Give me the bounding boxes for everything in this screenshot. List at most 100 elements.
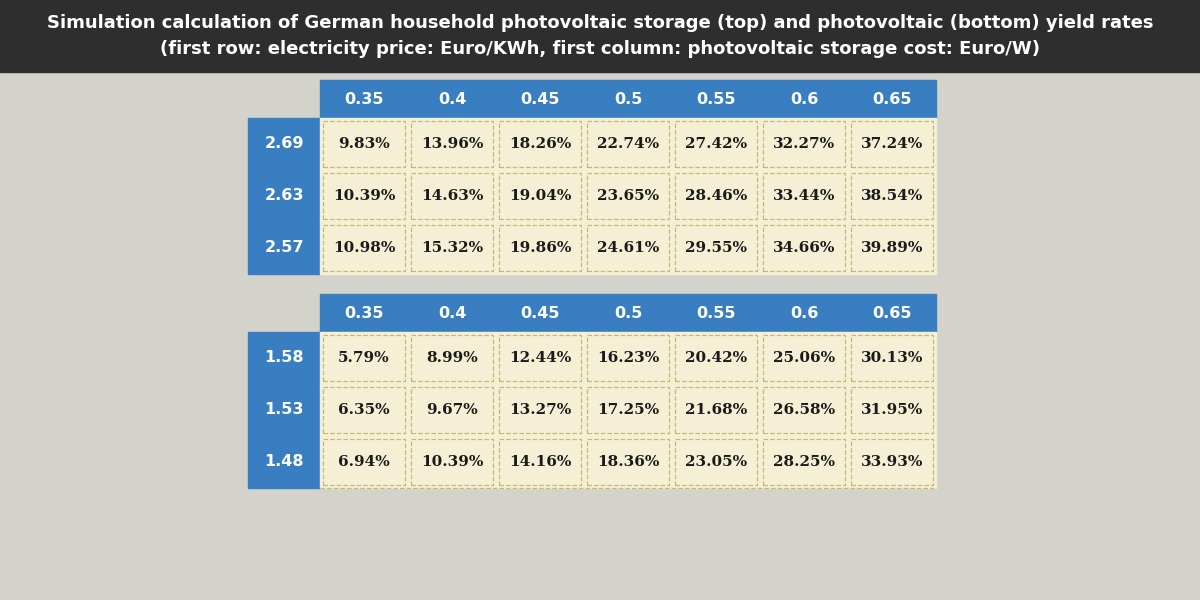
Text: 10.39%: 10.39% xyxy=(332,189,395,203)
Bar xyxy=(499,387,581,433)
Text: 0.55: 0.55 xyxy=(696,91,736,107)
Text: 18.26%: 18.26% xyxy=(509,137,571,151)
Text: 15.32%: 15.32% xyxy=(421,241,484,255)
Bar xyxy=(320,80,936,118)
Bar xyxy=(848,436,936,488)
Text: 0.6: 0.6 xyxy=(790,91,818,107)
Text: Simulation calculation of German household photovoltaic storage (top) and photov: Simulation calculation of German househo… xyxy=(47,14,1153,32)
Bar xyxy=(320,294,936,332)
Text: 8.99%: 8.99% xyxy=(426,351,478,365)
Bar xyxy=(584,222,672,274)
Text: 37.24%: 37.24% xyxy=(860,137,923,151)
Bar xyxy=(763,225,845,271)
Text: 0.35: 0.35 xyxy=(344,91,384,107)
Bar xyxy=(763,121,845,167)
Text: 2.63: 2.63 xyxy=(264,188,304,203)
Bar xyxy=(323,121,406,167)
Bar xyxy=(763,439,845,485)
Bar xyxy=(674,387,757,433)
Bar xyxy=(410,173,493,219)
Bar xyxy=(248,332,320,488)
Bar xyxy=(499,439,581,485)
Text: 31.95%: 31.95% xyxy=(860,403,923,417)
Bar xyxy=(584,436,672,488)
Bar xyxy=(320,332,408,384)
Bar xyxy=(587,387,670,433)
Text: 0.65: 0.65 xyxy=(872,305,912,320)
Bar xyxy=(410,387,493,433)
Text: 0.35: 0.35 xyxy=(344,305,384,320)
Text: 13.27%: 13.27% xyxy=(509,403,571,417)
Bar xyxy=(760,222,848,274)
Bar xyxy=(496,118,584,170)
Bar xyxy=(584,118,672,170)
Bar xyxy=(587,439,670,485)
Text: 21.68%: 21.68% xyxy=(685,403,748,417)
Text: 29.55%: 29.55% xyxy=(685,241,746,255)
Text: 20.42%: 20.42% xyxy=(685,351,748,365)
Text: 22.74%: 22.74% xyxy=(596,137,659,151)
Text: 10.39%: 10.39% xyxy=(421,455,484,469)
Bar xyxy=(672,170,760,222)
Bar xyxy=(760,332,848,384)
Bar xyxy=(848,118,936,170)
Bar xyxy=(499,335,581,381)
Bar xyxy=(672,436,760,488)
Text: 0.4: 0.4 xyxy=(438,305,466,320)
Text: 1.48: 1.48 xyxy=(264,455,304,469)
Text: 0.45: 0.45 xyxy=(521,305,559,320)
Bar xyxy=(672,384,760,436)
Text: 0.5: 0.5 xyxy=(614,305,642,320)
Bar xyxy=(674,121,757,167)
Bar xyxy=(760,436,848,488)
Text: 25.06%: 25.06% xyxy=(773,351,835,365)
Bar xyxy=(323,225,406,271)
Bar xyxy=(323,439,406,485)
Bar xyxy=(851,439,934,485)
Text: 27.42%: 27.42% xyxy=(685,137,748,151)
Bar xyxy=(320,384,408,436)
Text: 39.89%: 39.89% xyxy=(860,241,923,255)
Bar xyxy=(851,225,934,271)
Text: 26.58%: 26.58% xyxy=(773,403,835,417)
Bar xyxy=(848,332,936,384)
Text: 33.93%: 33.93% xyxy=(860,455,923,469)
Bar xyxy=(584,384,672,436)
Bar xyxy=(248,118,320,274)
Bar xyxy=(674,335,757,381)
Text: 9.83%: 9.83% xyxy=(338,137,390,151)
Text: 13.96%: 13.96% xyxy=(421,137,484,151)
Bar xyxy=(320,222,408,274)
Bar xyxy=(760,170,848,222)
Bar xyxy=(410,335,493,381)
Bar xyxy=(408,384,496,436)
Bar xyxy=(410,121,493,167)
Bar xyxy=(672,332,760,384)
Bar xyxy=(760,384,848,436)
Text: (first row: electricity price: Euro/KWh, first column: photovoltaic storage cost: (first row: electricity price: Euro/KWh,… xyxy=(160,40,1040,58)
Bar xyxy=(499,121,581,167)
Text: 28.46%: 28.46% xyxy=(685,189,748,203)
Text: 30.13%: 30.13% xyxy=(860,351,923,365)
Text: 2.57: 2.57 xyxy=(264,241,304,256)
Text: 9.67%: 9.67% xyxy=(426,403,478,417)
Bar xyxy=(763,387,845,433)
Bar xyxy=(320,118,408,170)
Text: 0.5: 0.5 xyxy=(614,91,642,107)
Text: 17.25%: 17.25% xyxy=(596,403,659,417)
Text: 14.63%: 14.63% xyxy=(421,189,484,203)
Bar xyxy=(320,170,408,222)
Text: 24.61%: 24.61% xyxy=(596,241,659,255)
Bar xyxy=(408,332,496,384)
Bar xyxy=(408,436,496,488)
Text: 18.36%: 18.36% xyxy=(596,455,659,469)
Text: 19.86%: 19.86% xyxy=(509,241,571,255)
Bar xyxy=(410,225,493,271)
Text: 19.04%: 19.04% xyxy=(509,189,571,203)
Bar xyxy=(496,222,584,274)
Text: 28.25%: 28.25% xyxy=(773,455,835,469)
Bar xyxy=(320,436,408,488)
Text: 0.4: 0.4 xyxy=(438,91,466,107)
Bar xyxy=(674,173,757,219)
Bar xyxy=(408,118,496,170)
